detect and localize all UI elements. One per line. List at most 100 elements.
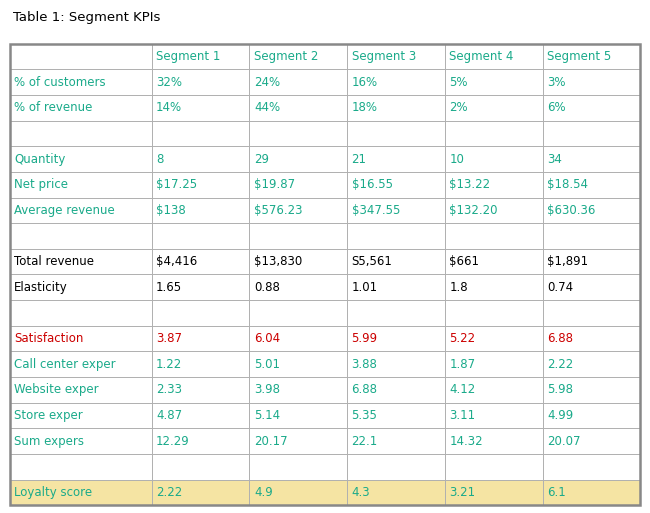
Text: Website exper: Website exper <box>14 383 99 397</box>
Bar <box>445 44 543 69</box>
Text: Segment 3: Segment 3 <box>352 50 416 63</box>
Text: 2.22: 2.22 <box>547 358 573 371</box>
Text: 4.99: 4.99 <box>547 409 573 422</box>
Text: Net price: Net price <box>14 178 68 191</box>
Text: $17.25: $17.25 <box>156 178 198 191</box>
Text: 5.22: 5.22 <box>449 332 475 345</box>
Bar <box>10 249 151 274</box>
Bar <box>543 377 640 403</box>
Bar <box>543 223 640 249</box>
Bar <box>10 223 151 249</box>
Bar <box>151 198 250 223</box>
Bar <box>347 249 445 274</box>
Bar <box>445 326 543 351</box>
Bar <box>151 95 250 121</box>
Bar <box>10 300 151 326</box>
Bar <box>10 326 151 351</box>
Bar <box>543 351 640 377</box>
Text: 1.22: 1.22 <box>156 358 183 371</box>
Text: 3%: 3% <box>547 75 566 89</box>
Bar <box>151 274 250 300</box>
Bar <box>543 146 640 172</box>
Text: 3.88: 3.88 <box>352 358 378 371</box>
Bar <box>250 249 347 274</box>
Bar <box>445 403 543 428</box>
Bar <box>347 146 445 172</box>
Text: Call center exper: Call center exper <box>14 358 116 371</box>
Text: 24%: 24% <box>254 75 280 89</box>
Bar <box>347 300 445 326</box>
Bar <box>347 377 445 403</box>
Text: 22.1: 22.1 <box>352 435 378 448</box>
Bar <box>445 480 543 505</box>
Bar <box>10 377 151 403</box>
Text: 3.98: 3.98 <box>254 383 280 397</box>
Text: $661: $661 <box>449 255 479 268</box>
Bar <box>543 198 640 223</box>
Bar <box>250 121 347 146</box>
Text: Table 1: Segment KPIs: Table 1: Segment KPIs <box>13 11 161 25</box>
Bar <box>445 249 543 274</box>
Bar <box>10 121 151 146</box>
Bar <box>445 351 543 377</box>
Bar <box>151 44 250 69</box>
Bar <box>151 69 250 95</box>
Bar <box>10 69 151 95</box>
Bar <box>543 69 640 95</box>
Text: Segment 1: Segment 1 <box>156 50 220 63</box>
Text: 6.04: 6.04 <box>254 332 280 345</box>
Bar <box>151 121 250 146</box>
Text: 44%: 44% <box>254 101 280 114</box>
Bar <box>445 223 543 249</box>
Bar <box>445 428 543 454</box>
Bar <box>347 428 445 454</box>
Bar <box>10 274 151 300</box>
Text: 20.07: 20.07 <box>547 435 580 448</box>
Bar <box>543 95 640 121</box>
Bar <box>250 480 347 505</box>
Text: Store exper: Store exper <box>14 409 83 422</box>
Bar <box>250 223 347 249</box>
Text: $13.22: $13.22 <box>449 178 491 191</box>
Text: Satisfaction: Satisfaction <box>14 332 84 345</box>
Text: $132.20: $132.20 <box>449 204 498 217</box>
Bar <box>151 249 250 274</box>
Bar <box>151 300 250 326</box>
Bar <box>151 454 250 480</box>
Text: % of customers: % of customers <box>14 75 106 89</box>
Text: 14%: 14% <box>156 101 182 114</box>
Bar <box>10 454 151 480</box>
Bar <box>151 403 250 428</box>
Text: 3.21: 3.21 <box>449 486 475 499</box>
Text: Average revenue: Average revenue <box>14 204 115 217</box>
Text: 4.3: 4.3 <box>352 486 370 499</box>
Text: Segment 2: Segment 2 <box>254 50 318 63</box>
Text: $1,891: $1,891 <box>547 255 588 268</box>
Text: 5.01: 5.01 <box>254 358 280 371</box>
Bar <box>250 454 347 480</box>
Text: S5,561: S5,561 <box>352 255 393 268</box>
Bar <box>445 274 543 300</box>
Bar <box>543 428 640 454</box>
Bar <box>347 403 445 428</box>
Text: 12.29: 12.29 <box>156 435 190 448</box>
Text: 20.17: 20.17 <box>254 435 287 448</box>
Bar <box>347 351 445 377</box>
Text: $13,830: $13,830 <box>254 255 302 268</box>
Bar <box>250 300 347 326</box>
Text: Total revenue: Total revenue <box>14 255 94 268</box>
Bar <box>10 146 151 172</box>
Bar <box>543 326 640 351</box>
Bar <box>250 44 347 69</box>
Text: 8: 8 <box>156 152 164 166</box>
Bar <box>250 172 347 198</box>
Bar <box>445 377 543 403</box>
Text: Loyalty score: Loyalty score <box>14 486 92 499</box>
Bar <box>347 95 445 121</box>
Text: 10: 10 <box>449 152 464 166</box>
Text: $16.55: $16.55 <box>352 178 393 191</box>
Bar <box>10 351 151 377</box>
Bar <box>250 326 347 351</box>
Text: $138: $138 <box>156 204 186 217</box>
Text: $18.54: $18.54 <box>547 178 588 191</box>
